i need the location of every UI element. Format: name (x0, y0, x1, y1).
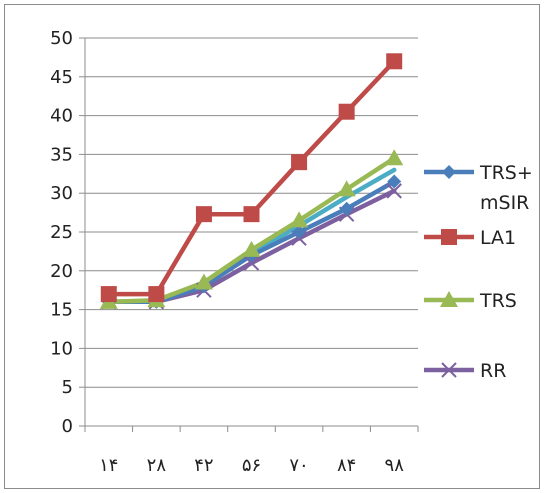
data-point (387, 174, 402, 189)
legend-label: TRS+ (479, 162, 533, 184)
y-tick-label: 30 (50, 183, 73, 204)
legend-marker (441, 229, 457, 245)
legend-item: LA1 (424, 227, 516, 249)
y-tick-label: 15 (50, 300, 73, 321)
data-point (148, 286, 165, 303)
x-tick-label: ۹۸ (385, 455, 405, 476)
x-tick-label: ۲۸ (147, 455, 167, 476)
data-point (385, 149, 404, 166)
data-point (338, 103, 355, 120)
y-tick-label: 50 (50, 28, 73, 49)
data-point (337, 180, 356, 197)
data-point (242, 240, 261, 257)
legend-item: TRS (424, 290, 517, 312)
data-point (100, 286, 117, 303)
data-point (339, 201, 354, 216)
y-tick-label: 45 (50, 67, 73, 88)
legend-label: TRS (479, 290, 517, 312)
legend-label: LA1 (480, 227, 516, 249)
data-point (291, 154, 308, 171)
x-tick-label: ۵۶ (242, 455, 261, 476)
data-point (243, 206, 260, 223)
legend-item: TRS+ mSIR (424, 162, 533, 214)
x-tick-label: ۴۲ (194, 455, 213, 476)
y-tick-label: 5 (62, 377, 73, 398)
legend-marker (442, 165, 456, 179)
legend-label: mSIR (480, 192, 529, 214)
data-point (292, 225, 307, 239)
axes (79, 37, 419, 432)
y-tick-label: 35 (50, 144, 73, 165)
legend: TRS+ mSIR LA1 TRS RR (424, 162, 533, 382)
legend-marker (441, 362, 457, 378)
gridlines (85, 37, 418, 388)
data-point (194, 273, 213, 290)
x-axis-ticks: ۱۴ ۲۸ ۴۲ ۵۶ ۷۰ ۸۴ ۹۸ (99, 455, 404, 476)
y-tick-label: 25 (50, 222, 73, 243)
y-axis-ticks: 0 5 10 15 20 25 30 35 40 45 50 (50, 28, 73, 437)
data-point (290, 211, 309, 228)
legend-marker (440, 291, 458, 307)
series-lines (106, 59, 397, 305)
data-point (386, 183, 402, 199)
series-markers (99, 53, 404, 310)
x-tick-label: ۸۴ (337, 455, 356, 476)
data-point (195, 206, 212, 223)
y-tick-label: 40 (50, 106, 73, 127)
legend-item: RR (424, 360, 506, 382)
y-tick-label: 10 (50, 338, 73, 359)
data-point (243, 255, 260, 271)
legend-label: RR (480, 360, 506, 382)
y-tick-label: 0 (62, 416, 73, 437)
series-line-trs (106, 156, 397, 305)
y-tick-label: 20 (50, 261, 73, 282)
x-tick-label: ۷۰ (289, 455, 308, 476)
data-point (386, 53, 403, 70)
x-tick-label: ۱۴ (99, 455, 118, 476)
